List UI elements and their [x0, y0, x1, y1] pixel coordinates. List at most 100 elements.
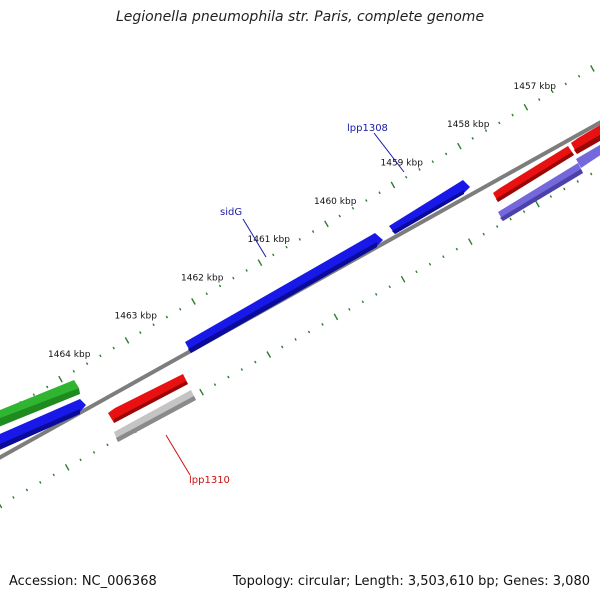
minor-tick — [564, 82, 568, 86]
tick-label: 1460 kbp — [314, 197, 357, 207]
minor-tick — [577, 74, 581, 78]
major-tick — [590, 65, 595, 72]
minor-tick — [511, 113, 514, 117]
minor-tick — [72, 369, 76, 373]
minor-tick — [52, 473, 55, 477]
major-tick — [0, 503, 3, 509]
lpp1310-callout-line — [165, 434, 191, 476]
minor-tick — [589, 172, 593, 176]
minor-tick — [378, 191, 381, 195]
feature-red-edge[interactable] — [571, 122, 600, 154]
minor-tick — [361, 300, 365, 304]
major-tick — [64, 463, 70, 471]
tick-label: 1464 kbp — [48, 350, 91, 360]
feature-purple[interactable] — [498, 163, 583, 221]
scale-tick-labels: 1457 kbp 1458 kbp 1459 kbp 1460 kbp 1461 kbp… — [48, 82, 556, 360]
minor-tick — [404, 175, 408, 179]
minor-tick — [431, 160, 435, 164]
feature-blue-left[interactable] — [0, 399, 86, 452]
major-tick — [523, 103, 529, 111]
major-tick — [324, 220, 329, 228]
minor-tick — [482, 232, 485, 236]
tick-label: 1461 kbp — [248, 235, 291, 245]
lpp1308-callout-line — [373, 132, 405, 173]
tick-label: 1457 kbp — [514, 82, 557, 92]
major-tick — [58, 375, 63, 383]
minor-tick — [551, 90, 554, 94]
minor-tick — [576, 180, 580, 183]
minor-tick — [45, 385, 49, 389]
tick-label: 1462 kbp — [181, 273, 224, 283]
major-tick — [266, 351, 272, 358]
minor-tick — [348, 307, 351, 311]
minor-tick — [442, 255, 445, 259]
major-tick — [457, 142, 462, 150]
minor-tick — [92, 450, 96, 454]
minor-tick — [522, 210, 526, 213]
minor-tick — [25, 488, 29, 492]
tick-label: 1459 kbp — [381, 159, 424, 169]
sidg-label[interactable]: sidG — [220, 207, 242, 218]
major-tick — [333, 313, 339, 321]
minor-tick — [165, 315, 169, 319]
major-tick — [199, 388, 204, 396]
minor-tick — [498, 121, 501, 125]
minor-tick — [272, 253, 275, 257]
minor-tick — [285, 245, 288, 249]
outer-dotted-ring — [6, 65, 595, 412]
minor-tick — [112, 346, 115, 350]
minor-tick — [471, 136, 474, 140]
minor-tick — [85, 362, 89, 366]
major-tick — [467, 238, 473, 246]
minor-tick — [12, 496, 15, 499]
minor-tick — [321, 323, 324, 326]
major-tick — [535, 200, 540, 208]
minor-tick — [418, 168, 421, 171]
major-tick — [124, 336, 130, 344]
minor-tick — [218, 284, 222, 288]
minor-tick — [227, 375, 230, 379]
minor-tick — [32, 393, 36, 397]
minor-tick — [307, 330, 311, 334]
minor-tick — [294, 338, 297, 341]
accession-text: Accession: NC_006368 — [9, 574, 157, 589]
feature-red-right[interactable] — [493, 146, 574, 202]
map-title: Legionella pneumophila str. Paris, compl… — [115, 9, 485, 25]
feature-green[interactable] — [0, 380, 80, 428]
minor-tick — [549, 195, 553, 198]
minor-tick — [106, 443, 109, 447]
inner-dotted-ring — [0, 172, 593, 509]
lpp1308-label[interactable]: lpp1308 — [347, 123, 388, 134]
feature-grey[interactable] — [114, 390, 196, 442]
major-tick — [390, 181, 396, 189]
minor-tick — [39, 481, 42, 484]
minor-tick — [79, 458, 82, 462]
minor-tick — [563, 187, 566, 191]
lpp1310-label[interactable]: lpp1310 — [189, 475, 230, 486]
genome-summary-text: Topology: circular; Length: 3,503,610 bp… — [232, 574, 590, 589]
minor-tick — [374, 292, 378, 296]
minor-tick — [428, 262, 432, 266]
minor-tick — [455, 247, 459, 251]
minor-tick — [99, 354, 102, 358]
minor-tick — [351, 206, 355, 210]
minor-tick — [509, 217, 512, 221]
feature-purple-edge[interactable] — [576, 142, 600, 168]
minor-tick — [365, 199, 368, 202]
minor-tick — [298, 237, 302, 241]
minor-tick — [444, 152, 448, 156]
feature-sidg-gene[interactable] — [185, 233, 383, 353]
major-tick — [191, 298, 196, 305]
minor-tick — [152, 323, 155, 327]
minor-tick — [178, 307, 182, 311]
minor-tick — [240, 368, 244, 371]
minor-tick — [495, 225, 499, 228]
minor-tick — [245, 269, 248, 272]
feature-red-left[interactable] — [108, 374, 188, 423]
major-tick — [400, 275, 406, 283]
feature-lpp1308-gene[interactable] — [389, 180, 470, 234]
tick-label: 1458 kbp — [447, 120, 490, 130]
minor-tick — [254, 360, 257, 364]
minor-tick — [213, 383, 217, 387]
